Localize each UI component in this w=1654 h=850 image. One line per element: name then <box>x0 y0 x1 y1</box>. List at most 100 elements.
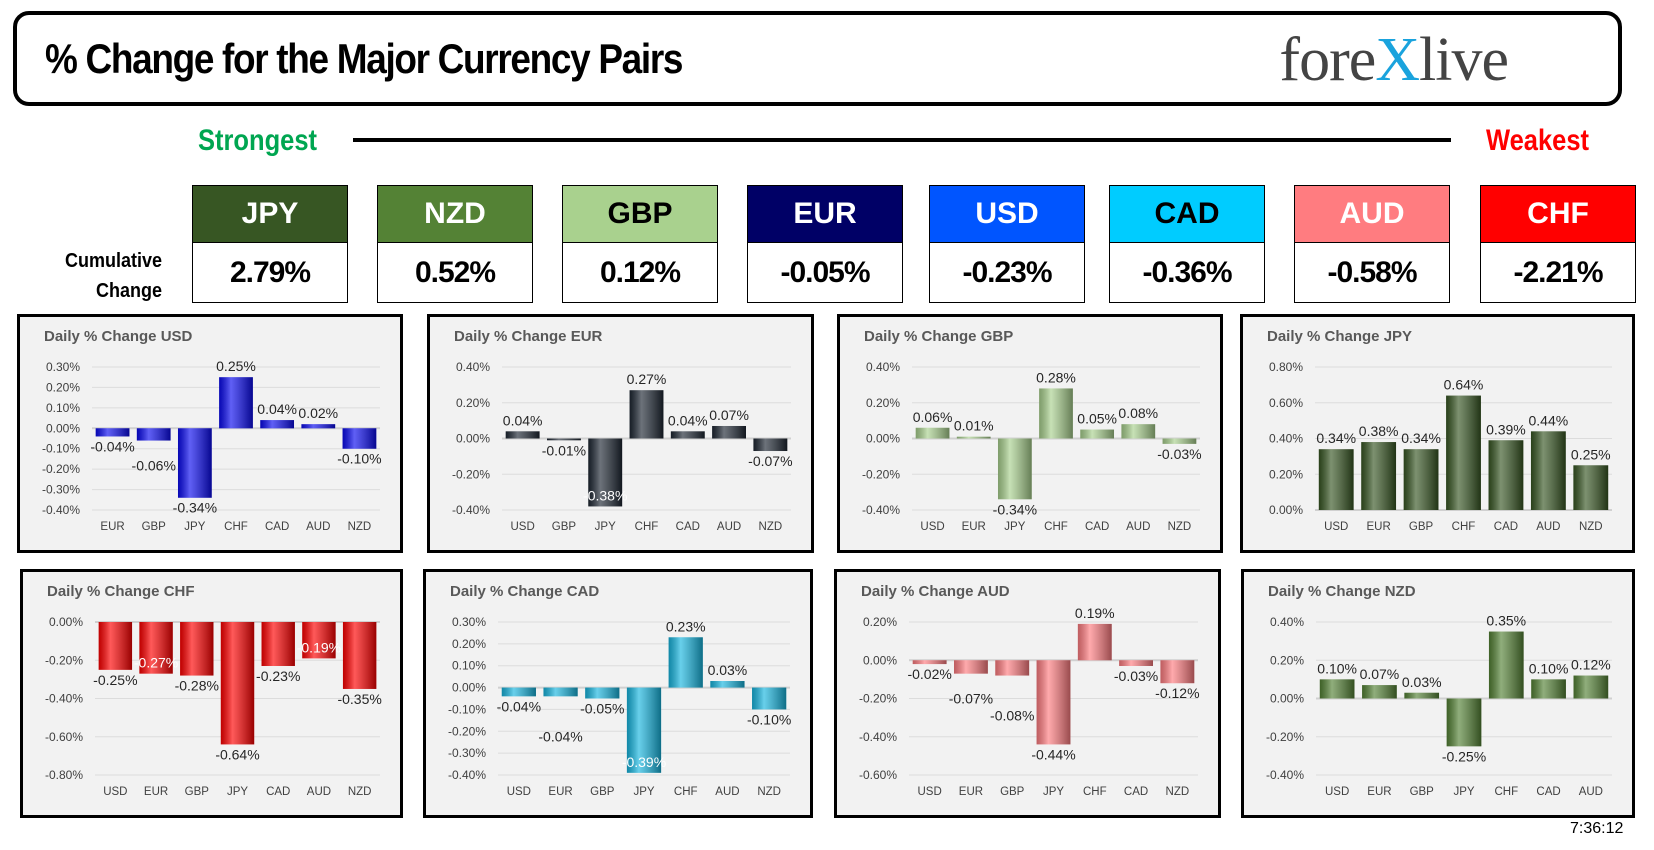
bar-highlight <box>668 637 703 688</box>
chart-title: Daily % Change NZD <box>1268 583 1416 600</box>
x-tick-label: USD <box>1325 786 1349 798</box>
y-tick-label: -0.20% <box>452 467 490 481</box>
data-label: -0.01% <box>542 442 586 458</box>
y-tick-label: 0.00% <box>452 681 486 695</box>
bar-highlight <box>1530 431 1566 510</box>
data-label: 0.23% <box>666 618 706 634</box>
y-tick-label: -0.40% <box>859 730 897 744</box>
x-tick-label: AUD <box>1579 786 1603 798</box>
bar-highlight <box>626 687 662 773</box>
data-label: -0.25% <box>93 672 137 688</box>
currency-name: CHF <box>1481 186 1635 243</box>
currency-name: GBP <box>563 186 717 243</box>
x-tick-label: NZD <box>1579 521 1603 533</box>
x-tick-label: EUR <box>100 521 124 533</box>
data-label: 0.12% <box>1571 657 1611 673</box>
page-title: % Change for the Major Currency Pairs <box>45 35 683 82</box>
data-label: 0.07% <box>1360 666 1400 682</box>
x-tick-label: USD <box>918 786 942 798</box>
chart-title: Daily % Change EUR <box>454 328 603 345</box>
chart-svg: Daily % Change USD 0.30% 0.20% 0.10% 0.00% -0… <box>42 328 382 533</box>
x-tick-label: CHF <box>635 521 659 533</box>
bar-highlight <box>1446 395 1481 510</box>
cumulative-value: -0.23% <box>962 256 1052 289</box>
bar-highlight <box>954 660 988 674</box>
y-tick-label: -0.20% <box>859 692 897 706</box>
bar-highlight <box>585 687 620 699</box>
y-tick-label: 0.30% <box>452 615 486 629</box>
cumulative-value: -0.36% <box>1142 256 1232 289</box>
x-tick-label: EUR <box>1367 521 1391 533</box>
data-label: -0.44% <box>1031 746 1075 762</box>
data-label: 0.38% <box>1359 423 1399 439</box>
y-tick-label: 0.60% <box>1269 396 1303 410</box>
cumulative-value: -0.58% <box>1327 256 1417 289</box>
bar-highlight <box>1039 388 1073 439</box>
data-label: -0.07% <box>949 691 993 707</box>
bar-highlight <box>1573 465 1609 510</box>
data-label: -0.38% <box>583 487 627 503</box>
data-label: 0.10% <box>1317 660 1357 676</box>
bar-highlight <box>1160 660 1195 684</box>
currency-box-cad: CAD -0.36% <box>1109 185 1265 303</box>
bar-highlight <box>1488 440 1524 510</box>
data-label: 0.10% <box>1529 660 1569 676</box>
x-tick-label: NZD <box>759 521 783 533</box>
bar-highlight <box>220 622 255 745</box>
bar-highlight <box>1403 449 1439 510</box>
x-tick-label: GBP <box>185 786 210 798</box>
x-tick-label: NZD <box>348 786 372 798</box>
y-tick-label: 0.20% <box>863 615 897 629</box>
data-label: -0.08% <box>990 708 1034 724</box>
data-label: -0.34% <box>993 501 1037 517</box>
cumulative-value: 0.52% <box>414 256 496 289</box>
chart-jpy: Daily % Change JPY 0.80% 0.60% 0.40% 0.20% 0.… <box>1240 314 1635 553</box>
data-label: -0.03% <box>1157 446 1201 462</box>
bar-highlight <box>342 428 377 449</box>
currency-box-chf: CHF -2.21% <box>1480 185 1636 303</box>
chart-title: Daily % Change USD <box>44 328 193 345</box>
y-tick-label: -0.30% <box>42 483 80 497</box>
cumulative-change-label: Cumulative Change <box>64 250 162 302</box>
data-label: 0.64% <box>1444 377 1484 393</box>
bar-highlight <box>139 622 173 674</box>
x-tick-label: NZD <box>348 521 372 533</box>
bar-highlight <box>1362 685 1397 699</box>
x-tick-label: CHF <box>1044 521 1068 533</box>
x-tick-label: USD <box>103 786 127 798</box>
x-tick-label: CAD <box>265 521 289 533</box>
currency-name: CAD <box>1110 186 1264 243</box>
y-tick-label: 0.40% <box>866 360 900 374</box>
y-tick-label: -0.60% <box>45 730 83 744</box>
bar-highlight <box>753 438 788 452</box>
chart-svg: Daily % Change GBP 0.40% 0.20% 0.00% -0.20% -… <box>862 328 1202 533</box>
x-tick-label: JPY <box>595 521 616 533</box>
chart-title: Daily % Change AUD <box>861 583 1010 600</box>
data-label: 0.27% <box>627 371 667 387</box>
x-tick-label: AUD <box>1126 521 1150 533</box>
y-tick-label: 0.00% <box>46 421 80 435</box>
y-tick-label: 0.00% <box>49 615 83 629</box>
x-tick-label: CAD <box>676 521 700 533</box>
currency-box-nzd: NZD 0.52% <box>377 185 533 303</box>
y-tick-label: 0.20% <box>1270 653 1304 667</box>
currency-box-jpy: JPY 2.79% <box>192 185 348 303</box>
bar-highlight <box>1531 679 1566 699</box>
bar-highlight <box>1162 438 1197 444</box>
bar-highlight <box>1573 675 1609 699</box>
x-tick-label: EUR <box>548 786 572 798</box>
currency-box-usd: USD -0.23% <box>929 185 1085 303</box>
bar-highlight <box>710 681 745 688</box>
chart-title: Daily % Change JPY <box>1267 328 1412 345</box>
cumulative-value: 0.12% <box>599 256 681 289</box>
currency-name: NZD <box>378 186 532 243</box>
y-tick-label: 0.10% <box>46 401 80 415</box>
currency-name: EUR <box>748 186 902 243</box>
x-tick-label: JPY <box>227 786 248 798</box>
data-label: -0.07% <box>748 453 792 469</box>
bar-highlight <box>543 687 578 697</box>
x-tick-label: AUD <box>306 521 330 533</box>
y-tick-label: -0.40% <box>862 503 900 517</box>
currency-box-eur: EUR -0.05% <box>747 185 903 303</box>
data-label: 0.04% <box>503 412 543 428</box>
